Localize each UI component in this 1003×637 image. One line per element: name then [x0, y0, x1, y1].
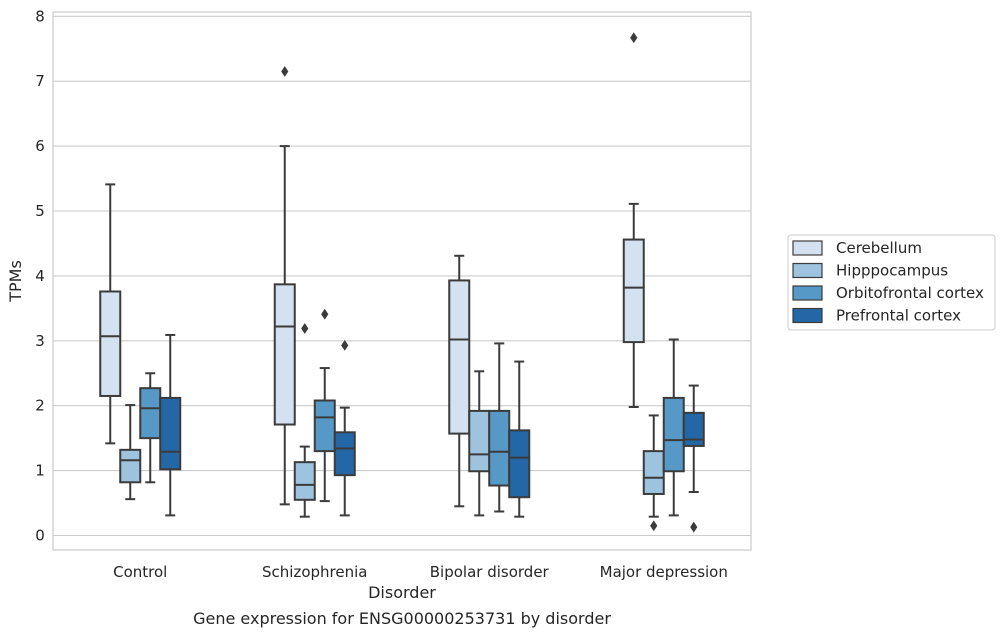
box-body	[333, 431, 356, 477]
legend-swatch	[792, 262, 823, 279]
legend-label: Hipppocampus	[836, 262, 948, 280]
outlier-point	[281, 66, 289, 77]
y-tick-label: 1	[35, 462, 45, 480]
box-body	[682, 411, 705, 447]
box-body	[622, 238, 645, 344]
outlier-point	[650, 520, 658, 532]
x-tick-label: Schizophrenia	[262, 563, 367, 581]
legend-swatch	[792, 240, 823, 256]
y-axis-ticks: 0 1 2 3 4 5 6 7 8	[35, 7, 45, 544]
box-body	[313, 399, 336, 453]
box-cerebellum	[448, 254, 471, 508]
legend-frame	[787, 234, 996, 331]
box-body	[662, 396, 685, 473]
outlier-point	[301, 323, 309, 334]
box-orbitofrontal-cortex	[313, 308, 336, 503]
box-prefrontal-cortex	[682, 384, 705, 533]
box-body	[468, 409, 491, 473]
outlier-point	[690, 521, 698, 533]
legend-swatch	[792, 307, 823, 324]
y-tick-label: 0	[35, 527, 45, 545]
box-prefrontal-cortex	[333, 339, 356, 517]
box-hipppocampus	[468, 370, 491, 517]
box-body	[119, 448, 142, 484]
x-axis-ticks: Control Schizophrenia Bipolar disorder Majo…	[113, 563, 728, 581]
legend-label: Prefrontal cortex	[836, 307, 961, 325]
y-tick-label: 7	[35, 72, 45, 90]
box-body	[99, 290, 122, 397]
box-groups	[99, 32, 705, 533]
box-hipppocampus	[119, 404, 142, 501]
box-hipppocampus	[642, 414, 665, 532]
legend: Cerebellum Hipppocampus Orbitofrontal cort…	[787, 234, 996, 331]
y-tick-label: 8	[35, 7, 45, 25]
box-orbitofrontal-cortex	[662, 338, 685, 517]
box-body	[488, 409, 511, 487]
box-prefrontal-cortex	[508, 360, 531, 518]
box-body	[293, 461, 316, 501]
box-hipppocampus	[293, 323, 316, 518]
box-body	[273, 283, 296, 426]
box-cerebellum	[273, 66, 296, 506]
legend-label: Cerebellum	[836, 239, 922, 257]
x-tick-label: Bipolar disorder	[430, 563, 550, 581]
x-axis-title: Disorder	[368, 583, 436, 602]
y-tick-label: 3	[35, 332, 45, 350]
box-orbitofrontal-cortex	[139, 372, 162, 484]
box-orbitofrontal-cortex	[488, 342, 511, 513]
plot-frame	[52, 11, 752, 551]
outlier-point	[341, 339, 349, 351]
box-cerebellum	[99, 183, 122, 445]
y-tick-label: 4	[35, 267, 45, 285]
box-prefrontal-cortex	[159, 333, 182, 517]
y-axis-title: TPMs	[6, 260, 25, 303]
outlier-point	[321, 308, 329, 320]
box-body	[508, 429, 531, 499]
x-tick-label: Major depression	[600, 563, 728, 581]
legend-label: Orbitofrontal cortex	[836, 284, 984, 302]
box-body	[448, 279, 471, 435]
box-cerebellum	[622, 32, 645, 408]
legend-swatch	[792, 285, 823, 301]
y-tick-label: 2	[35, 397, 45, 415]
y-tick-label: 5	[35, 202, 45, 220]
box-body	[139, 387, 162, 440]
box-body	[642, 450, 665, 495]
box-body	[159, 396, 182, 471]
x-tick-label: Control	[113, 563, 167, 581]
chart-caption: Gene expression for ENSG00000253731 by d…	[193, 609, 611, 628]
outlier-point	[630, 32, 638, 44]
y-tick-label: 6	[35, 137, 45, 155]
